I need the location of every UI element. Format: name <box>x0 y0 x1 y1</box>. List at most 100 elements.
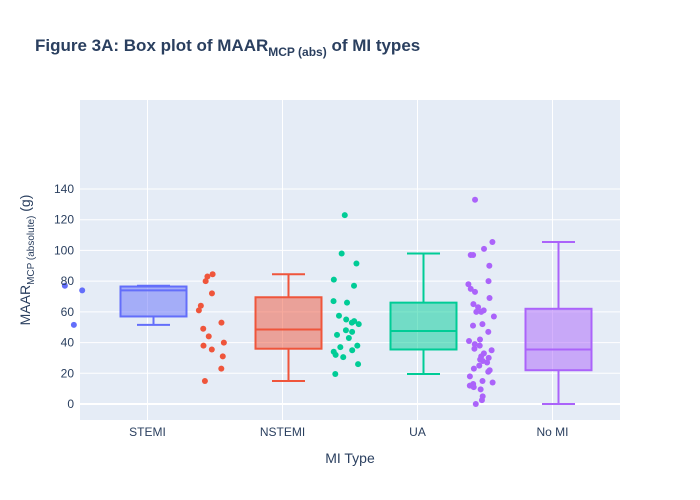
data-point <box>478 308 485 315</box>
data-point <box>470 322 477 329</box>
data-point <box>488 347 495 354</box>
data-point <box>197 302 204 309</box>
box-iqr <box>524 307 593 372</box>
data-point <box>353 260 360 267</box>
data-point <box>345 334 352 341</box>
data-point <box>486 295 493 302</box>
x-tick-label: UA <box>409 425 426 439</box>
data-point <box>355 361 362 368</box>
data-point <box>475 304 482 311</box>
data-point <box>343 316 350 323</box>
data-point <box>470 252 477 259</box>
data-point <box>485 354 492 361</box>
y-tick-label: 40 <box>61 336 75 350</box>
data-point <box>338 250 345 257</box>
y-tick-label: 0 <box>67 397 74 411</box>
x-tick-label: No MI <box>536 425 568 439</box>
data-point <box>355 321 362 328</box>
data-point <box>342 327 349 334</box>
data-point <box>218 319 225 326</box>
box-iqr <box>389 301 458 351</box>
data-point <box>470 301 477 308</box>
y-tick-label: 140 <box>54 182 74 196</box>
data-point <box>481 245 488 252</box>
data-point <box>79 287 86 294</box>
data-point <box>349 328 356 335</box>
chart-title-prefix: Figure 3A: Box plot of MAAR <box>35 36 268 55</box>
data-point <box>489 238 496 245</box>
data-point <box>341 212 348 219</box>
data-point <box>330 298 337 305</box>
data-point <box>490 313 497 320</box>
chart-title-subscript: MCP (abs) <box>268 45 326 59</box>
series-no-mi <box>465 196 593 407</box>
data-point <box>484 359 491 366</box>
data-point <box>471 341 478 348</box>
data-point <box>200 342 207 349</box>
data-point <box>466 338 473 345</box>
data-point <box>208 346 215 353</box>
data-point <box>70 321 77 328</box>
axes: 0 20 40 60 80 100 120 140 STEMI NSTEMI UA No MI <box>54 182 569 439</box>
data-point <box>332 371 339 378</box>
data-point <box>476 342 483 349</box>
data-point <box>476 362 483 369</box>
data-point <box>485 278 492 285</box>
data-point <box>219 353 226 360</box>
data-point <box>471 288 478 295</box>
gridlines <box>80 100 620 420</box>
x-tick-label: STEMI <box>129 425 166 439</box>
data-point <box>220 339 227 346</box>
x-tick-label: NSTEMI <box>260 425 305 439</box>
data-point <box>208 290 215 297</box>
data-point <box>470 365 477 372</box>
data-point <box>61 282 68 289</box>
data-point <box>200 325 207 332</box>
data-point <box>476 336 483 343</box>
data-point <box>471 345 478 352</box>
data-point <box>489 379 496 386</box>
chart-title-suffix: of MI types <box>327 36 421 55</box>
data-point <box>467 285 474 292</box>
data-point <box>479 321 486 328</box>
y-axis-title-subscript: MCP (absolute) <box>26 216 37 285</box>
data-point <box>472 196 479 203</box>
data-point <box>201 377 208 384</box>
data-point <box>340 354 347 361</box>
data-point <box>332 351 339 358</box>
y-tick-label: 120 <box>54 213 74 227</box>
y-tick-label: 100 <box>54 243 74 257</box>
data-point <box>485 368 492 375</box>
data-point <box>477 386 484 393</box>
data-point <box>330 276 337 283</box>
series-stemi <box>61 282 188 328</box>
data-point <box>195 307 202 314</box>
series-nstemi <box>195 271 323 384</box>
data-point <box>486 262 493 269</box>
data-point <box>351 282 358 289</box>
data-point <box>335 312 342 319</box>
data-point <box>334 331 341 338</box>
data-point <box>348 319 355 326</box>
data-layer <box>61 196 593 407</box>
data-point <box>466 373 473 380</box>
data-point <box>349 347 356 354</box>
data-point <box>337 344 344 351</box>
data-point <box>485 328 492 335</box>
y-tick-label: 20 <box>61 366 75 380</box>
data-point <box>470 384 477 391</box>
data-point <box>202 278 209 285</box>
y-axis-title-suffix: (g) <box>17 195 33 216</box>
y-axis-title-main: MAAR <box>17 285 33 325</box>
data-point <box>465 281 472 288</box>
data-point <box>218 365 225 372</box>
data-point <box>479 377 486 384</box>
y-tick-label: 60 <box>61 305 75 319</box>
chart-title: Figure 3A: Box plot of MAARMCP (abs) of … <box>35 36 420 59</box>
data-point <box>205 333 212 340</box>
data-point <box>478 397 485 404</box>
data-point <box>473 308 480 315</box>
y-axis-title: MAARMCP (absolute) (g) <box>17 195 37 326</box>
plot-area <box>80 100 620 420</box>
